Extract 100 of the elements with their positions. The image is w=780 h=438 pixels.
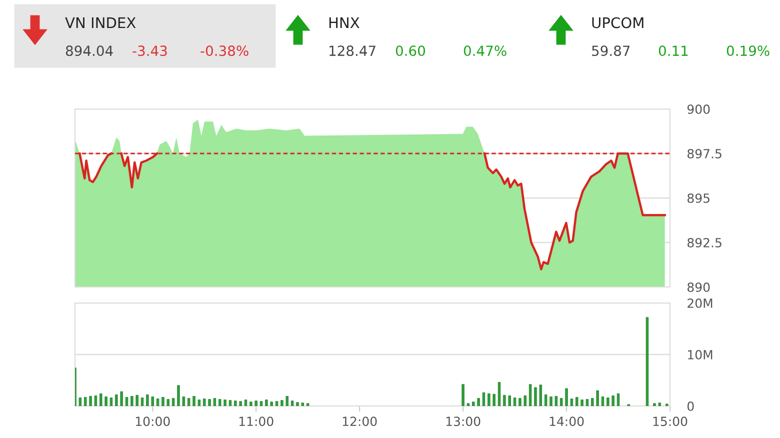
bar (100, 393, 102, 406)
bar (280, 400, 284, 406)
bar (616, 393, 620, 406)
x-tick-label: 10:00 (136, 416, 170, 426)
bar (596, 390, 599, 406)
text: 128.47 (330, 46, 376, 56)
bar (94, 395, 98, 406)
bar (296, 402, 299, 406)
bar (146, 394, 149, 406)
bar (270, 402, 273, 406)
text: HNX (329, 17, 360, 28)
bar (528, 384, 532, 406)
bar (534, 387, 537, 406)
bar (290, 400, 294, 406)
bar (84, 397, 87, 406)
bar (234, 400, 237, 406)
bar (182, 396, 185, 406)
bar (518, 398, 522, 406)
bar (576, 397, 578, 406)
bar (198, 400, 201, 406)
bar (513, 398, 516, 406)
text: 894.04 (66, 46, 113, 56)
bar (544, 394, 548, 406)
bar (187, 398, 190, 406)
bar (130, 396, 134, 406)
bar (166, 399, 170, 406)
bar (606, 398, 610, 406)
bar (301, 402, 304, 406)
bar (275, 401, 278, 406)
y-tick-label: 0 (687, 401, 694, 411)
bar (218, 399, 222, 406)
bar (104, 396, 108, 406)
bar (156, 398, 160, 406)
bar (653, 403, 656, 406)
bar (162, 397, 164, 406)
bar (120, 391, 123, 406)
bar (306, 403, 310, 406)
bar (646, 317, 649, 406)
bar (580, 400, 584, 406)
bar (498, 382, 501, 406)
bar (151, 396, 154, 406)
y-tick-label: 10M (688, 350, 712, 360)
bar (125, 397, 128, 406)
y-tick-label: 895 (688, 193, 710, 203)
bar (172, 398, 175, 406)
text: VN INDEX (65, 17, 136, 28)
bar (570, 398, 574, 406)
bar (89, 396, 92, 406)
bar (658, 402, 661, 406)
bar (136, 394, 138, 406)
x-tick-label: 13:00 (446, 416, 480, 426)
bar (115, 394, 118, 406)
bar (524, 395, 526, 406)
bar (250, 402, 252, 406)
bar (539, 384, 542, 406)
y-tick-label: 900 (687, 104, 710, 114)
text: 0.19% (726, 46, 770, 56)
bar (203, 398, 206, 406)
bar (265, 400, 268, 406)
bar (508, 395, 511, 406)
bar (208, 399, 211, 406)
bar (466, 403, 470, 406)
bar (260, 401, 263, 406)
bar (612, 395, 614, 406)
y-tick-label: 890 (688, 282, 710, 292)
bar (503, 394, 506, 406)
y-tick-label: 20M (688, 298, 712, 308)
x-tick-label: 14:00 (550, 416, 584, 426)
bar (477, 398, 480, 406)
text: 0.11 (658, 46, 688, 56)
bar (78, 398, 82, 406)
text: 59.87 (592, 46, 630, 56)
y-tick-label: 892.5 (688, 238, 722, 248)
x-tick-label: 11:00 (239, 416, 274, 426)
x-tick-label: 15:00 (653, 416, 688, 426)
bar (224, 400, 226, 406)
text: -0.38% (200, 46, 248, 56)
bar (462, 384, 464, 406)
bar (213, 398, 216, 406)
bar (565, 388, 568, 406)
bar (228, 400, 232, 406)
bar (239, 401, 242, 406)
bar (244, 400, 248, 406)
bar (286, 396, 288, 406)
bar (601, 396, 604, 406)
bar (140, 398, 144, 406)
bar (472, 402, 475, 406)
bar (177, 385, 180, 406)
bar (591, 398, 594, 406)
bar (554, 396, 558, 406)
bar (192, 396, 196, 406)
text: UPCOM (592, 17, 644, 28)
bar (254, 400, 258, 406)
x-tick-label: 12:00 (342, 416, 377, 426)
bar (550, 396, 552, 406)
bar (488, 393, 490, 406)
bar (482, 392, 486, 406)
bar (110, 398, 113, 406)
text: 0.47% (464, 46, 506, 56)
y-tick-label: 897.5 (688, 148, 722, 158)
